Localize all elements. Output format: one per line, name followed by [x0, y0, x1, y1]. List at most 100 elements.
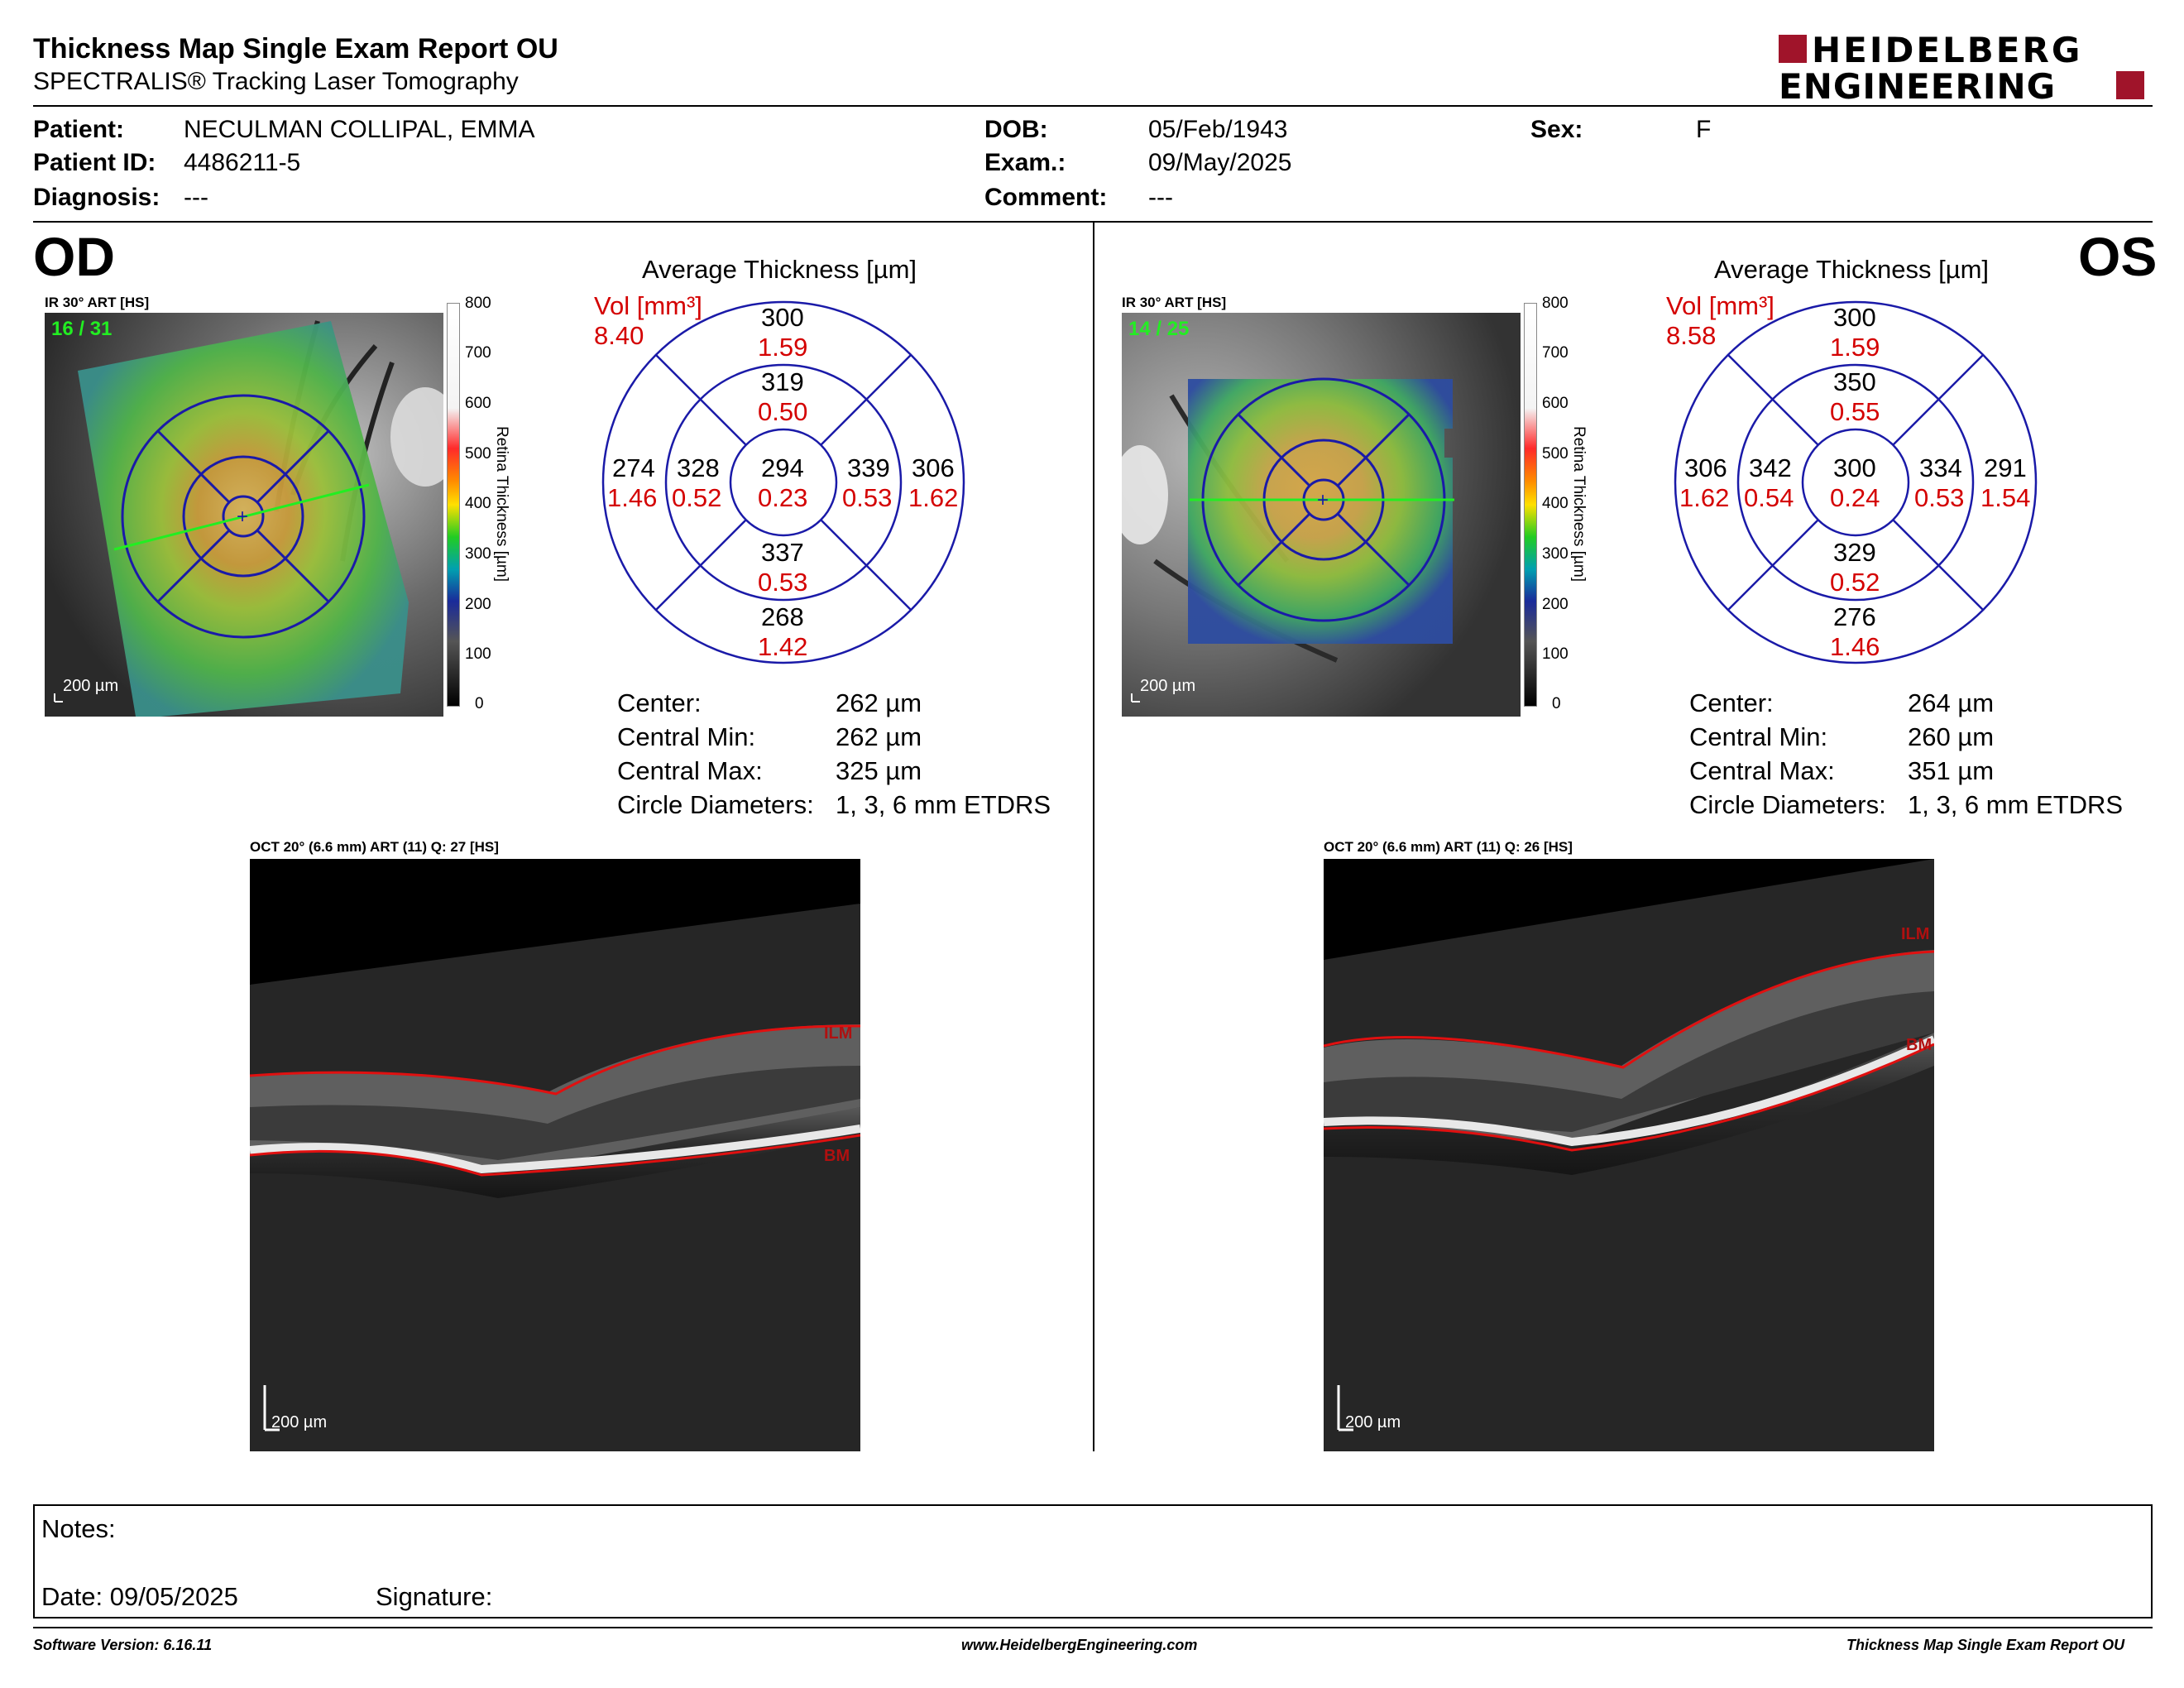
- os-vol-value: 8.58: [1666, 321, 1717, 350]
- od-min-value: 262 µm: [836, 722, 922, 751]
- od-oct-scale: 200 µm: [271, 1413, 328, 1431]
- od-tick-500: 500: [465, 445, 491, 463]
- od-avg-title: Average Thickness [µm]: [642, 255, 917, 284]
- os-inner-nas: 334: [1919, 453, 1962, 482]
- os-tick-300: 300: [1542, 545, 1569, 563]
- os-fundus-svg: +: [1122, 313, 1521, 717]
- od-outer-temp: 274: [612, 453, 655, 482]
- dob: 05/Feb/1943: [1148, 116, 1288, 143]
- od-center-vol: 0.23: [758, 483, 808, 512]
- od-tick-300: 300: [465, 545, 491, 563]
- od-inner-nas-vol: 0.53: [842, 483, 893, 512]
- center-divider: [1093, 222, 1094, 1451]
- os-circ-value: 1, 3, 6 mm ETDRS: [1908, 790, 2124, 819]
- od-inner-temp-vol: 0.52: [672, 483, 722, 512]
- os-outer-sup-vol: 1.59: [1830, 333, 1880, 362]
- os-vol-label: Vol [mm³]: [1666, 291, 1774, 320]
- od-fundus-svg: +: [45, 313, 443, 717]
- os-center-label: Center:: [1689, 688, 1774, 717]
- os-inner-sup-vol: 0.55: [1830, 397, 1880, 426]
- logo-line1: HEIDELBERG: [1812, 30, 2083, 70]
- report-subtitle: SPECTRALIS® Tracking Laser Tomography: [33, 68, 519, 95]
- os-tick-600: 600: [1542, 395, 1569, 412]
- od-oct-svg: [250, 859, 860, 1451]
- notes-box[interactable]: Notes: Date: 09/05/2025 Signature:: [33, 1504, 2153, 1618]
- os-inner-inf-vol: 0.52: [1830, 568, 1880, 597]
- notes-date: Date: 09/05/2025: [41, 1582, 238, 1611]
- od-outer-inf: 268: [761, 602, 804, 631]
- os-frame-count: 14 / 25: [1128, 318, 1190, 340]
- exam-label: Exam.:: [984, 149, 1066, 176]
- logo-block-bottom: [2116, 71, 2144, 99]
- os-etdrs-grid: [1674, 300, 2038, 664]
- od-tick-100: 100: [465, 645, 491, 663]
- os-circ-label: Circle Diameters:: [1689, 790, 1886, 819]
- os-colorbar: 800 700 600 500 400 300 200 100 0 Retina…: [1524, 295, 1607, 712]
- diagnosis: ---: [184, 184, 208, 211]
- notes-signature: Signature:: [376, 1582, 493, 1611]
- os-oct-svg: [1324, 859, 1934, 1451]
- od-outer-sup-vol: 1.59: [758, 333, 808, 362]
- od-frame-count: 16 / 31: [51, 318, 113, 340]
- os-oct-scale: 200 µm: [1345, 1413, 1401, 1431]
- patient-label: Patient:: [33, 116, 125, 143]
- svg-text:+: +: [1317, 489, 1329, 511]
- heidelberg-logo: HEIDELBERG ENGINEERING: [1779, 30, 2151, 107]
- od-etdrs-grid: [601, 300, 965, 664]
- patient-name: NECULMAN COLLIPAL, EMMA: [184, 116, 535, 143]
- os-center-vol: 0.24: [1830, 483, 1880, 512]
- od-colorbar-gradient: [447, 303, 460, 707]
- od-outer-temp-vol: 1.46: [607, 483, 658, 512]
- os-inner-sup: 350: [1833, 367, 1876, 396]
- od-tick-600: 600: [465, 395, 491, 412]
- os-tick-200: 200: [1542, 596, 1569, 613]
- os-colorbar-title: Retina Thickness [µm]: [1570, 426, 1588, 582]
- od-bm-label: BM: [824, 1147, 850, 1165]
- od-inner-sup-vol: 0.50: [758, 397, 808, 426]
- svg-text:+: +: [237, 506, 248, 528]
- os-outer-inf: 276: [1833, 602, 1876, 631]
- os-inner-inf: 329: [1833, 538, 1876, 567]
- os-max-value: 351 µm: [1908, 756, 1995, 785]
- header-rule: [33, 105, 2153, 107]
- od-vol-label: Vol [mm³]: [594, 291, 702, 320]
- os-oct-bscan: [1324, 859, 1934, 1451]
- od-oct-label: OCT 20° (6.6 mm) ART (11) Q: 27 [HS]: [250, 839, 499, 855]
- od-fundus-image: +: [45, 313, 443, 717]
- os-tick-800: 800: [1542, 295, 1569, 312]
- diagnosis-label: Diagnosis:: [33, 184, 160, 211]
- os-tick-500: 500: [1542, 445, 1569, 463]
- os-tick-100: 100: [1542, 645, 1569, 663]
- od-center: 294: [761, 453, 804, 482]
- od-tick-800: 800: [465, 295, 491, 312]
- os-colorbar-gradient: [1524, 303, 1537, 707]
- od-ilm-label: ILM: [824, 1024, 853, 1043]
- os-tick-400: 400: [1542, 495, 1569, 512]
- os-max-label: Central Max:: [1689, 756, 1835, 785]
- od-outer-nas: 306: [912, 453, 955, 482]
- os-fundus-scale: 200 µm: [1140, 677, 1196, 695]
- os-min-label: Central Min:: [1689, 722, 1828, 751]
- od-ir-label: IR 30° ART [HS]: [45, 295, 150, 310]
- sex-label: Sex:: [1530, 116, 1583, 143]
- os-tick-0: 0: [1552, 695, 1561, 712]
- od-circ-value: 1, 3, 6 mm ETDRS: [836, 790, 1051, 819]
- os-center-value: 264 µm: [1908, 688, 1995, 717]
- logo-block-top: [1779, 35, 1807, 63]
- os-bm-label: BM: [1906, 1036, 1933, 1054]
- os-outer-nas-vol: 1.54: [1980, 483, 2031, 512]
- sex: F: [1696, 116, 1712, 143]
- os-outer-nas: 291: [1984, 453, 2027, 482]
- od-outer-nas-vol: 1.62: [908, 483, 959, 512]
- os-outer-inf-vol: 1.46: [1830, 632, 1880, 661]
- website-link[interactable]: www.HeidelbergEngineering.com: [961, 1637, 1198, 1653]
- od-inner-sup: 319: [761, 367, 804, 396]
- os-fundus-image: +: [1122, 313, 1521, 717]
- od-eye-label: OD: [33, 226, 115, 287]
- os-center: 300: [1833, 453, 1876, 482]
- od-tick-700: 700: [465, 344, 491, 362]
- os-ilm-label: ILM: [1901, 925, 1930, 943]
- od-min-label: Central Min:: [617, 722, 756, 751]
- od-oct-bscan: [250, 859, 860, 1451]
- os-oct-label: OCT 20° (6.6 mm) ART (11) Q: 26 [HS]: [1324, 839, 1573, 855]
